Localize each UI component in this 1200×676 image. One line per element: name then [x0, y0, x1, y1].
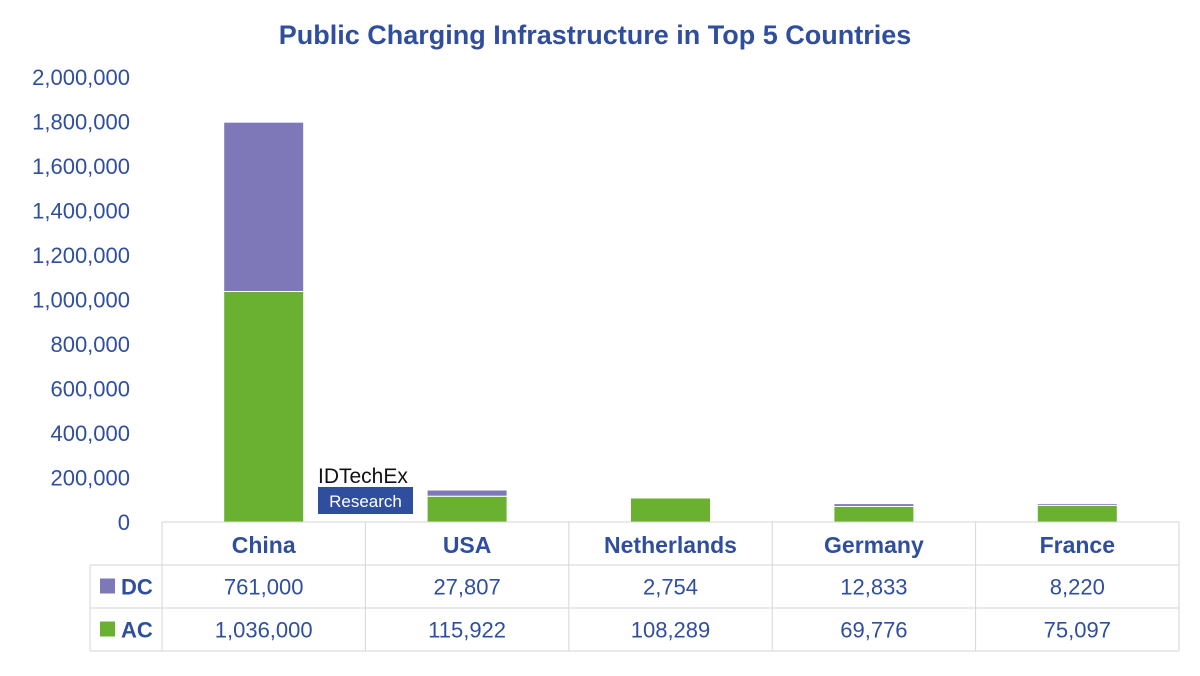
- bar-ac-usa: [426, 495, 508, 523]
- legend-label-ac: AC: [121, 618, 153, 643]
- bars: [223, 121, 1118, 523]
- data-label: 75,097: [1044, 618, 1111, 643]
- logo-sub: Research: [329, 492, 402, 511]
- data-label: 115,922: [428, 618, 506, 643]
- y-tick-label: 800,000: [50, 332, 130, 357]
- category-label: USA: [443, 532, 492, 558]
- bar-dc-china: [223, 121, 305, 292]
- data-label: 761,000: [224, 575, 304, 600]
- category-label: Germany: [824, 532, 924, 558]
- y-tick-label: 1,600,000: [32, 154, 130, 179]
- y-tick-label: 1,200,000: [32, 243, 130, 268]
- data-table: China USA Netherlands Germany France DC 761,00…: [89, 521, 1180, 652]
- y-axis: 0 200,000 400,000 600,000 800,000 1,000,000 1,…: [32, 65, 130, 535]
- y-tick-label: 1,400,000: [32, 199, 130, 224]
- y-tick-label: 400,000: [50, 421, 130, 446]
- category-label: Netherlands: [604, 532, 737, 558]
- bar-ac-germany: [833, 505, 915, 523]
- y-tick-label: 0: [118, 510, 130, 535]
- y-tick-label: 1,000,000: [32, 288, 130, 313]
- idtechex-logo: IDTechEx Research: [318, 465, 413, 514]
- logo-box: [318, 487, 413, 514]
- bar-dc-netherlands: [630, 496, 711, 499]
- data-label: 1,036,000: [215, 618, 313, 643]
- bar-dc-france: [1036, 502, 1118, 506]
- data-label: 69,776: [840, 618, 907, 643]
- data-label: 12,833: [840, 575, 907, 600]
- category-label: China: [232, 532, 296, 558]
- y-tick-label: 1,800,000: [32, 110, 130, 135]
- data-label: 27,807: [433, 575, 500, 600]
- y-tick-label: 200,000: [50, 466, 130, 491]
- y-tick-label: 2,000,000: [32, 65, 130, 90]
- bar-dc-germany: [833, 503, 915, 507]
- chart-title: Public Charging Infrastructure in Top 5 …: [279, 20, 912, 50]
- logo-name: IDTechEx: [318, 465, 408, 488]
- bar-ac-china: [223, 290, 305, 523]
- data-label: 8,220: [1050, 575, 1105, 600]
- bar-dc-usa: [426, 489, 508, 497]
- data-label: 2,754: [643, 575, 698, 600]
- category-label: France: [1040, 532, 1115, 558]
- data-label: 108,289: [631, 618, 711, 643]
- legend-label-dc: DC: [121, 575, 153, 600]
- legend-swatch-dc: [100, 578, 115, 594]
- bar-ac-france: [1036, 504, 1118, 523]
- bar-ac-netherlands: [630, 497, 711, 523]
- legend-swatch-ac: [100, 621, 115, 637]
- y-tick-label: 600,000: [50, 377, 130, 402]
